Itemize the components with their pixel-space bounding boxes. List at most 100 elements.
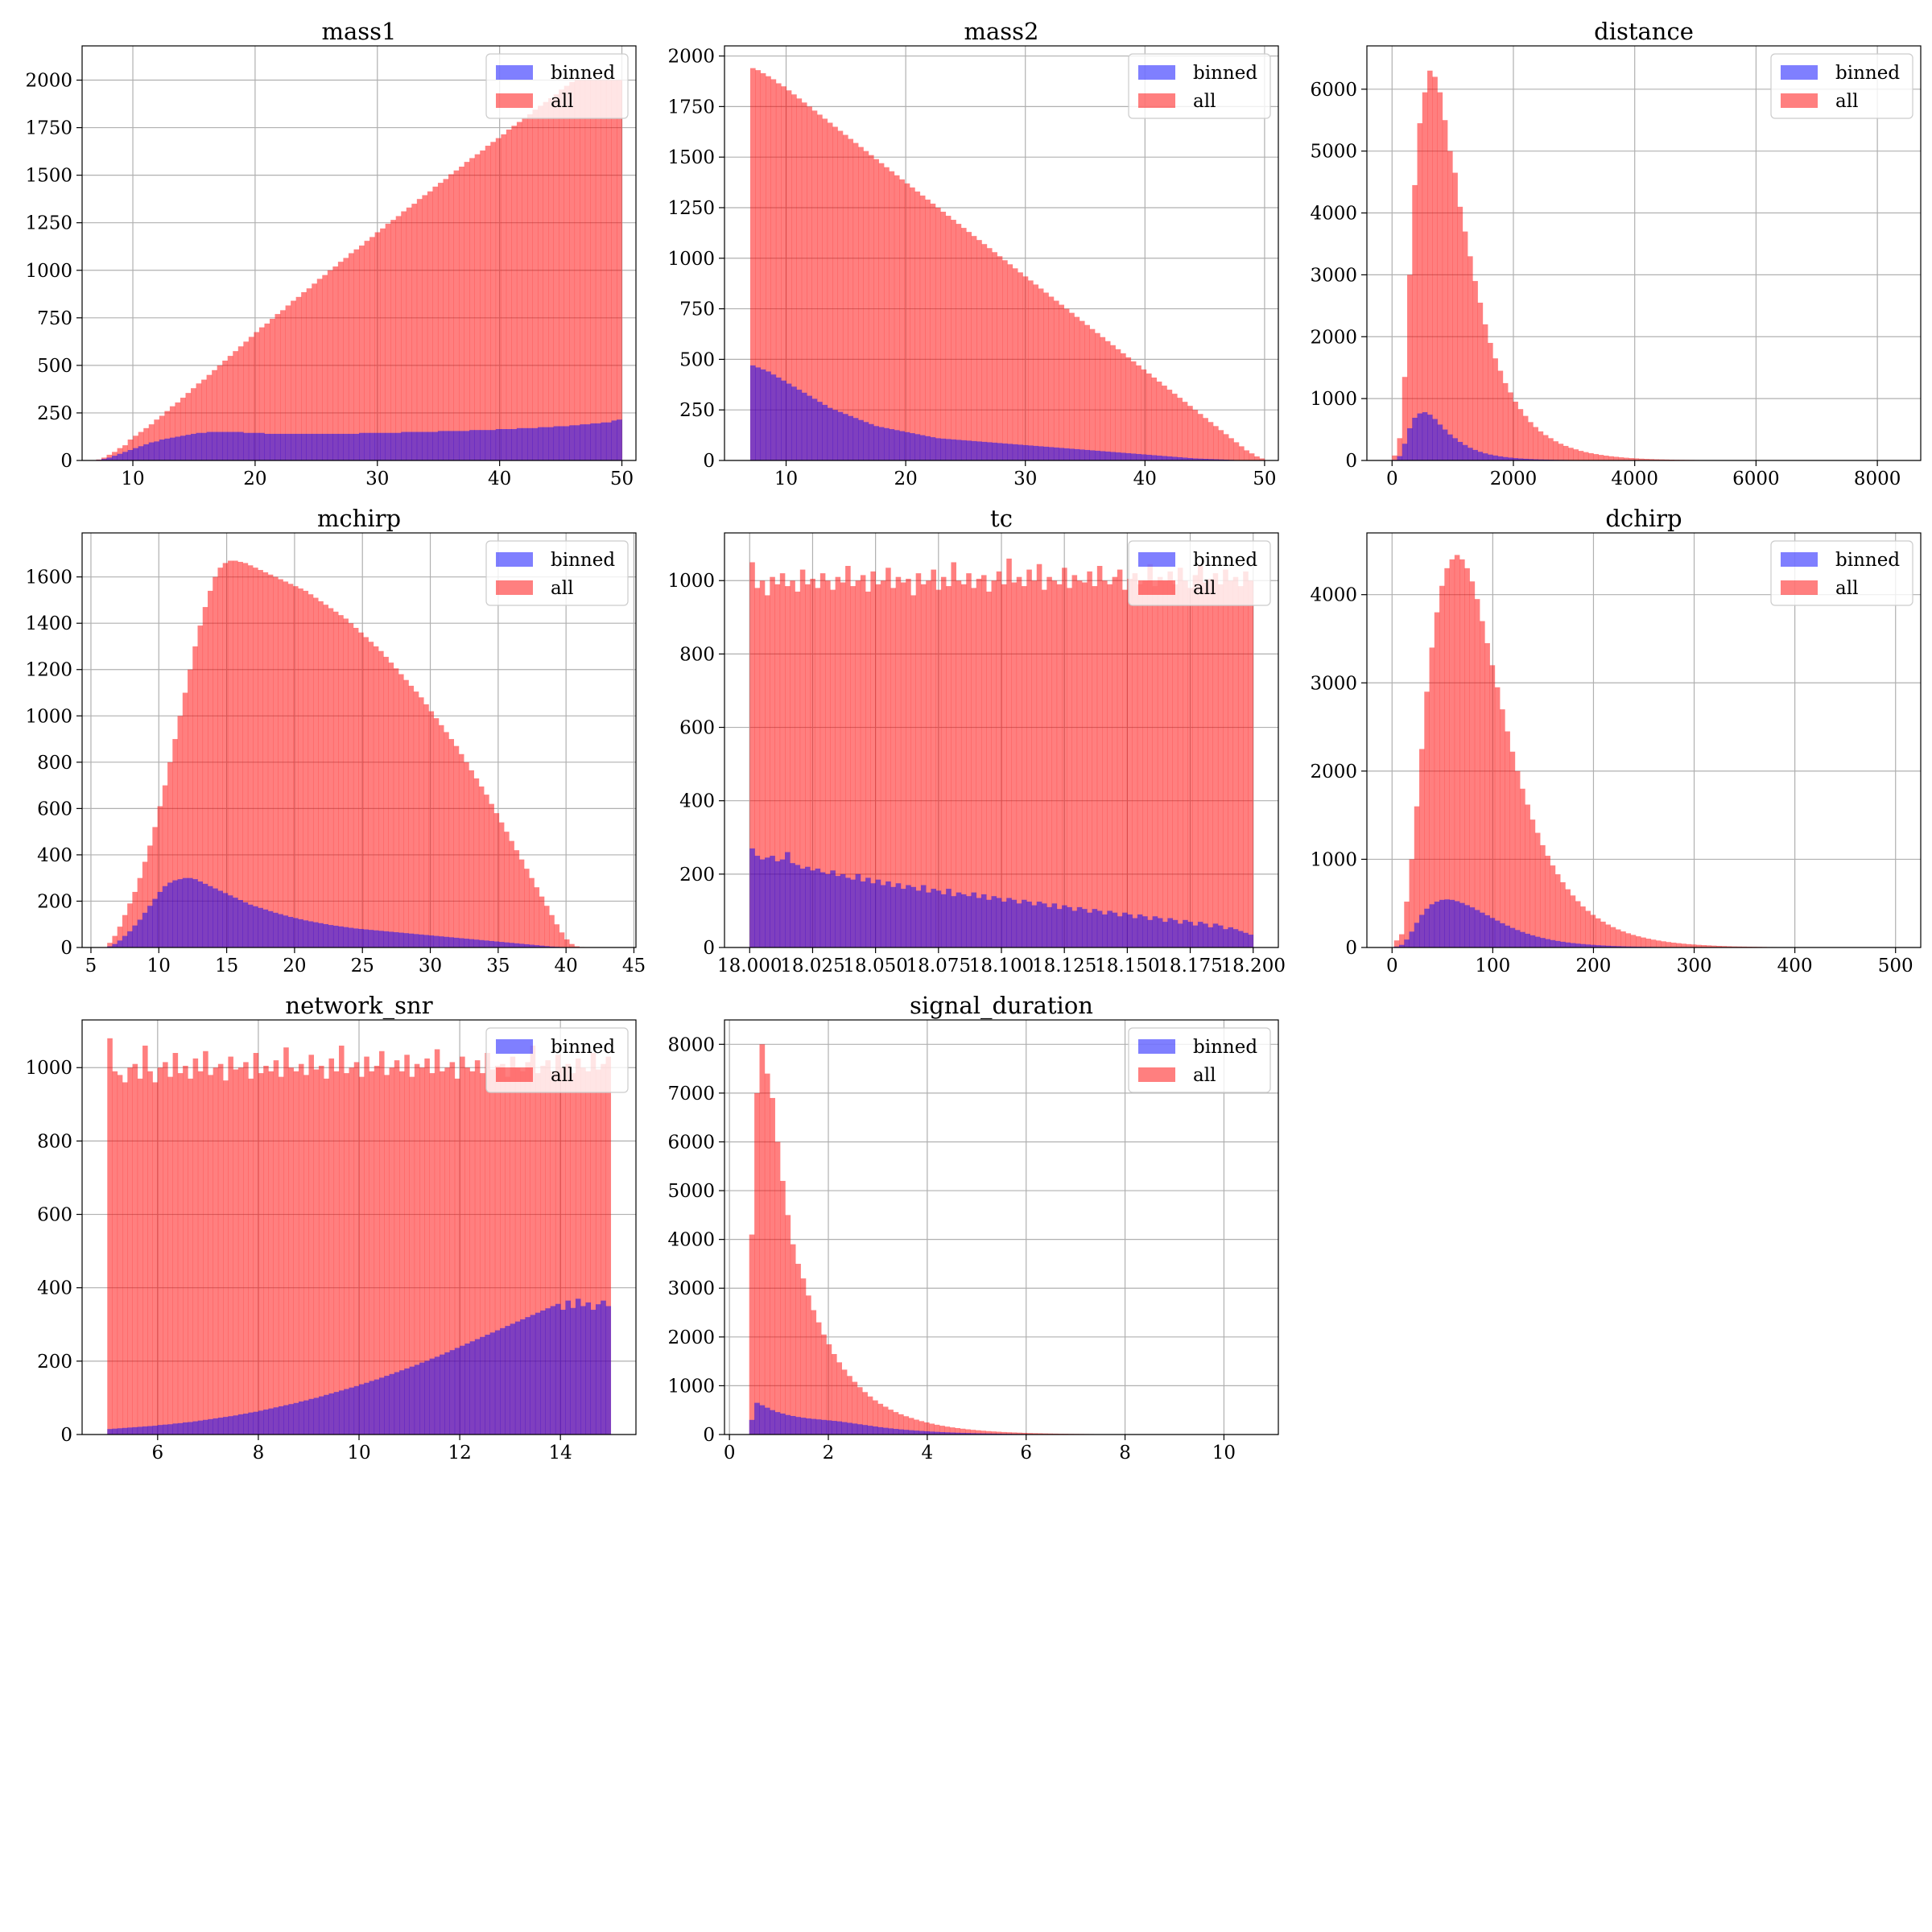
histogram-bar: [1605, 945, 1612, 947]
histogram-bar: [1171, 394, 1178, 460]
histogram-bar: [323, 923, 329, 947]
x-tick-label: 8: [253, 1443, 265, 1463]
histogram-bar: [485, 1335, 490, 1435]
histogram-bar: [388, 663, 394, 947]
histogram-bar: [258, 907, 263, 947]
histogram-bar: [313, 1397, 320, 1435]
histogram-bar: [303, 920, 309, 947]
y-tick-label: 8000: [667, 1034, 715, 1055]
histogram-bar: [409, 1076, 415, 1435]
legend-label-binned: binned: [551, 1037, 615, 1058]
histogram-bar: [138, 446, 144, 460]
histogram-bar: [291, 433, 296, 460]
histogram-bar: [870, 571, 876, 947]
histogram-bar: [409, 1366, 415, 1435]
histogram-bar: [554, 924, 560, 947]
histogram-bar: [440, 1071, 445, 1435]
histogram-bar: [990, 1431, 997, 1435]
legend-swatch-binned: [496, 552, 533, 567]
y-tick-label: 1000: [1310, 849, 1357, 870]
histogram-bar: [890, 886, 896, 947]
x-tick-label: 25: [351, 956, 374, 976]
histogram-bar: [520, 1071, 526, 1435]
histogram-bar: [923, 1431, 930, 1435]
histogram-bar: [1427, 70, 1433, 460]
y-tick-label: 1000: [667, 1376, 715, 1397]
histogram-bar: [1042, 589, 1047, 947]
histogram-bar: [837, 411, 844, 460]
histogram-bar: [510, 1056, 516, 1435]
legend-label-binned: binned: [551, 550, 615, 571]
legend-label-all: all: [1835, 91, 1858, 112]
histogram-bar: [826, 1420, 832, 1435]
histogram-bar: [188, 877, 193, 947]
histogram-bar: [448, 431, 454, 460]
histogram-bar: [1095, 332, 1100, 460]
histogram-bar: [1439, 899, 1445, 947]
histogram-bar: [873, 1426, 878, 1435]
histogram-bar: [344, 1073, 349, 1435]
histogram-bar: [1469, 581, 1476, 947]
histogram-bar: [1517, 458, 1524, 460]
histogram-bar: [327, 433, 333, 460]
histogram-bar: [177, 716, 184, 947]
x-tick-label: 10: [774, 469, 798, 489]
histogram-bar: [454, 1348, 460, 1435]
histogram-bar: [433, 935, 440, 947]
x-tick-label: 18.050: [843, 956, 907, 976]
histogram-bar: [1104, 341, 1111, 460]
histogram-bar: [444, 732, 449, 947]
histogram-bar: [919, 435, 926, 460]
histogram-bar: [127, 903, 133, 947]
histogram-bar: [540, 1310, 546, 1435]
histogram-bar: [971, 440, 977, 460]
histogram-bar: [1121, 353, 1126, 460]
y-tick-label: 1400: [25, 613, 72, 634]
histogram-bar: [900, 582, 906, 947]
histogram-bar: [1051, 580, 1058, 947]
histogram-bar: [247, 565, 254, 947]
histogram-bar: [222, 360, 229, 460]
histogram-bar: [580, 1067, 586, 1435]
subplot-signal-duration: 0 2 4 6 8 10 0 1000 2000 3000 4000 5000 6000 7000 8000…: [667, 992, 1279, 1463]
histogram-bar: [343, 618, 349, 947]
histogram-bar: [1032, 1433, 1038, 1435]
histogram-bar: [1474, 910, 1480, 947]
histogram-bar: [817, 402, 823, 460]
histogram-bar: [419, 697, 424, 947]
y-tick-label: 400: [37, 1278, 72, 1299]
x-tick-label: 30: [1013, 469, 1037, 489]
axes-frame: [81, 532, 637, 948]
histogram-bar: [791, 94, 797, 460]
histogram-bar: [1079, 449, 1085, 460]
histogram-bar: [965, 1429, 971, 1435]
histogram-bar: [585, 1302, 592, 1435]
histogram-bar: [1462, 444, 1468, 460]
histogram-bar: [564, 426, 570, 460]
subplot-title: distance: [1594, 18, 1694, 45]
histogram-bar: [1489, 918, 1496, 947]
histogram-bar: [318, 1065, 324, 1435]
histogram-bar: [237, 1414, 244, 1435]
histogram-bar: [1522, 415, 1529, 460]
histogram-bar: [539, 896, 545, 947]
histogram-bar: [394, 1060, 400, 1435]
histogram-bar: [408, 685, 415, 947]
histogram-bar: [935, 589, 942, 947]
histogram-bar: [868, 423, 874, 460]
legend-label-all: all: [1193, 91, 1216, 112]
histogram-bar: [196, 383, 202, 460]
y-tick-label: 4000: [1310, 204, 1357, 225]
histogram-bar: [1716, 946, 1722, 947]
histogram-bar: [474, 1060, 481, 1435]
histogram-bar: [975, 1430, 981, 1435]
histogram-bar: [1183, 919, 1188, 947]
histogram-bar: [1424, 691, 1430, 947]
histogram-bar: [852, 1423, 858, 1435]
histogram-bar: [1494, 920, 1501, 947]
histogram-bar: [1007, 444, 1013, 460]
histogram-bar: [1427, 415, 1433, 460]
histogram-bar: [258, 432, 265, 460]
histogram-bar: [253, 1411, 259, 1435]
histogram-bar: [122, 1427, 128, 1435]
